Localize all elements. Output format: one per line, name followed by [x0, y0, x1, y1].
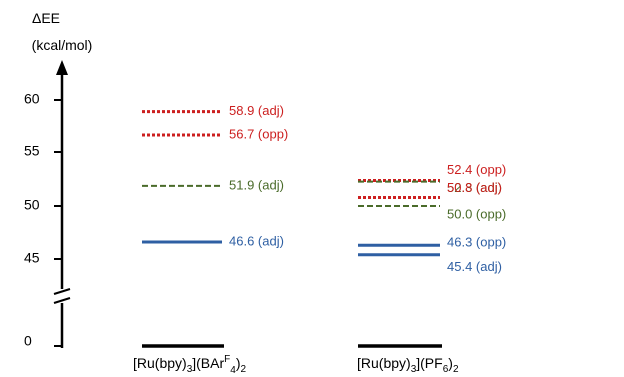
y-axis-arrow-icon	[56, 60, 68, 75]
y-axis-title-line1: ΔEE	[32, 10, 60, 26]
label-subscript: 2	[240, 364, 246, 375]
energy-level-label: 46.6 (adj)	[229, 233, 284, 248]
energy-levels: 58.9 (adj) 56.7 (opp) 51.9 (adj) 46.6 (adj)…	[142, 103, 506, 346]
y-tick-label-60: 60	[24, 91, 40, 107]
y-tick-label-55: 55	[24, 143, 40, 159]
energy-level-label: 50.0 (opp)	[447, 206, 506, 221]
y-tick-label-0: 0	[24, 333, 32, 349]
energy-level-label: 50.8 (adj)	[447, 180, 502, 195]
y-axis-title-line2: (kcal/mol)	[32, 37, 93, 53]
label-part: [Ru(bpy)	[133, 355, 187, 371]
energy-level-label: 46.3 (opp)	[447, 235, 506, 250]
label-part: ](PF	[416, 355, 442, 371]
energy-level-label: 56.7 (opp)	[229, 126, 288, 141]
label-superscript: F	[224, 354, 230, 365]
category-label-pf6: [Ru(bpy)3](PF6)2	[357, 355, 459, 375]
energy-level-label: 45.4 (adj)	[447, 259, 502, 274]
label-part: ](BAr	[192, 355, 224, 371]
y-tick-label-45: 45	[24, 250, 40, 266]
label-part: [Ru(bpy)	[357, 355, 411, 371]
y-tick-label-50: 50	[24, 197, 40, 213]
energy-level-label: 51.9 (adj)	[229, 177, 284, 192]
energy-level-label: 52.4 (opp)	[447, 162, 506, 177]
energy-level-label: 58.9 (adj)	[229, 103, 284, 118]
label-subscript: 2	[453, 364, 459, 375]
category-label-barf4: [Ru(bpy)3](BArF4)2	[133, 354, 246, 376]
